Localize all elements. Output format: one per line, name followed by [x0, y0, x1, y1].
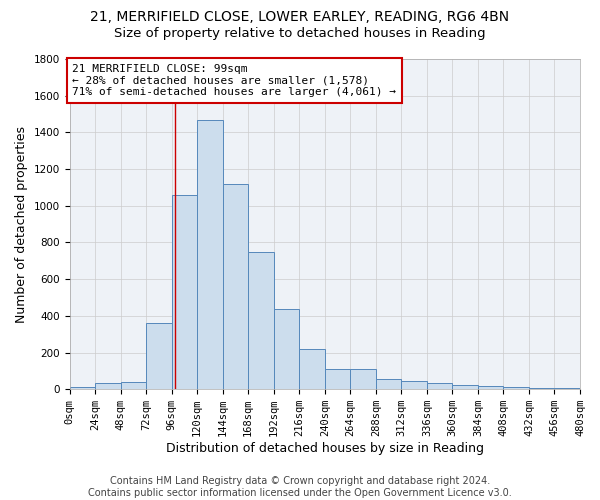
Bar [325, 369, 350, 389]
Text: 21, MERRIFIELD CLOSE, LOWER EARLEY, READING, RG6 4BN: 21, MERRIFIELD CLOSE, LOWER EARLEY, READ… [91, 10, 509, 24]
Bar [172, 195, 197, 389]
Bar [146, 323, 172, 389]
Bar [121, 382, 146, 389]
Bar [95, 383, 121, 389]
Bar [274, 310, 299, 389]
Bar [401, 381, 427, 389]
Text: Contains HM Land Registry data © Crown copyright and database right 2024.
Contai: Contains HM Land Registry data © Crown c… [88, 476, 512, 498]
Bar [197, 120, 223, 389]
Bar [529, 388, 554, 389]
Y-axis label: Number of detached properties: Number of detached properties [15, 126, 28, 322]
Bar [478, 386, 503, 389]
Bar [376, 379, 401, 389]
Bar [503, 388, 529, 389]
Bar [248, 252, 274, 389]
Bar [299, 349, 325, 389]
Text: Size of property relative to detached houses in Reading: Size of property relative to detached ho… [114, 28, 486, 40]
Bar [350, 369, 376, 389]
X-axis label: Distribution of detached houses by size in Reading: Distribution of detached houses by size … [166, 442, 484, 455]
Bar [452, 384, 478, 389]
Bar [223, 184, 248, 389]
Bar [70, 388, 95, 389]
Text: 21 MERRIFIELD CLOSE: 99sqm
← 28% of detached houses are smaller (1,578)
71% of s: 21 MERRIFIELD CLOSE: 99sqm ← 28% of deta… [72, 64, 396, 97]
Bar [427, 383, 452, 389]
Bar [554, 388, 580, 389]
